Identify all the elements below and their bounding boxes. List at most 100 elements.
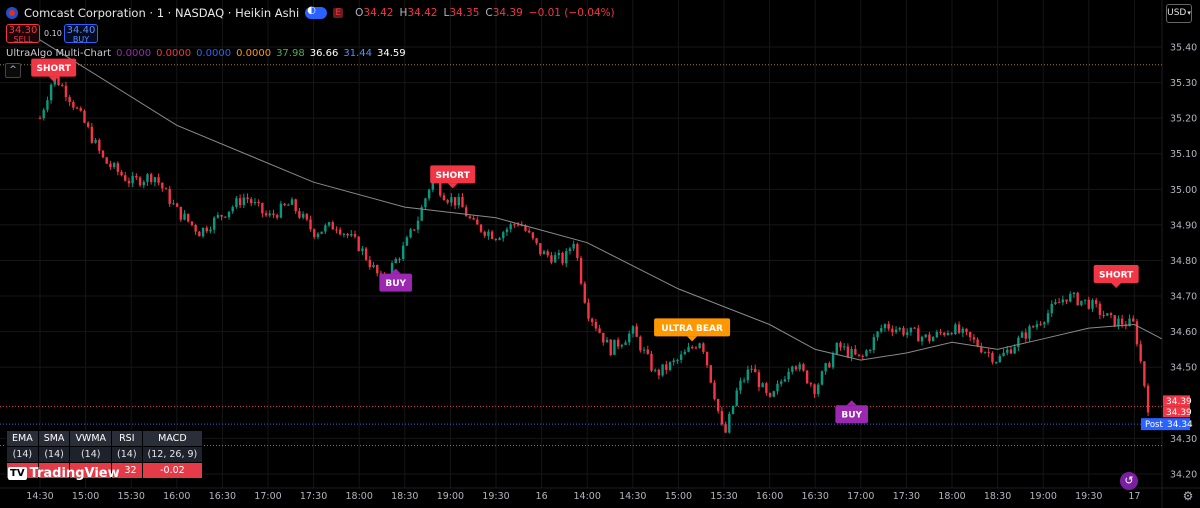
x-tick-label: 14:30: [619, 491, 646, 502]
candle-body: [238, 198, 242, 206]
candle-body: [631, 326, 635, 334]
brand-name: TradingView: [29, 466, 120, 481]
indicator-value: 0.0000: [116, 48, 152, 59]
indicator-legend[interactable]: UltraAlgo Multi-Chart 0.0000 0.0000 0.00…: [6, 48, 406, 59]
candle-body: [516, 224, 520, 226]
svg-text:SHORT: SHORT: [1099, 270, 1134, 280]
trade-buttons: 34.30 SELL 0.10 34.40 BUY: [6, 24, 98, 44]
candle-body: [1002, 352, 1005, 357]
candle-body: [268, 213, 271, 216]
candle-body: [542, 251, 546, 255]
candle-body: [679, 354, 683, 360]
candle-body: [157, 177, 160, 183]
last-price-tag: [1163, 395, 1190, 407]
market-status-icon[interactable]: [305, 5, 328, 19]
candle-body: [390, 263, 394, 277]
candle-body: [765, 383, 768, 393]
x-tick-label: 19:00: [1030, 491, 1057, 502]
candle-body: [928, 334, 931, 342]
x-tick-label: 18:00: [346, 491, 373, 502]
candle-body: [676, 359, 679, 361]
candle-body: [1035, 324, 1039, 328]
ohlc-values: O34.42 H34.42 L34.35 C34.39 −0.01 (−0.04…: [355, 7, 615, 19]
candle-body: [346, 233, 349, 236]
signal-label: SHORT: [1093, 264, 1139, 288]
candle-body: [1028, 326, 1031, 339]
collapse-legend-icon[interactable]: ^: [5, 63, 21, 78]
candle-body: [943, 332, 946, 336]
x-tick-label: 15:00: [72, 491, 99, 502]
candle-body: [776, 383, 779, 392]
table-cell: (14): [37, 446, 71, 463]
x-tick-label: 17:00: [847, 491, 874, 502]
candle-body: [442, 195, 446, 201]
candle-body: [49, 84, 53, 101]
tv-logo-icon: TV: [8, 467, 27, 480]
candle-body: [1054, 302, 1057, 305]
candle-body: [172, 203, 175, 205]
candle-body: [275, 215, 279, 218]
candle-body: [639, 336, 642, 351]
candle-body: [946, 333, 950, 336]
candle-body: [372, 265, 375, 268]
candle-body: [1017, 337, 1020, 348]
tradingview-logo[interactable]: TV TradingView: [8, 466, 120, 481]
candle-body: [535, 238, 538, 244]
candle-body: [842, 346, 846, 348]
x-tick-label: 18:30: [984, 491, 1011, 502]
x-tick-label: 19:30: [1075, 491, 1102, 502]
gear-icon[interactable]: ⚙: [1182, 489, 1194, 503]
candle-body: [754, 368, 757, 373]
candle-body: [839, 342, 842, 348]
candle-body: [1132, 318, 1135, 322]
candle-body: [1057, 302, 1061, 304]
buy-button[interactable]: 34.40 BUY: [64, 24, 98, 44]
candle-body: [212, 217, 216, 230]
candle-body: [242, 197, 246, 206]
candle-body: [279, 203, 283, 218]
candle-body: [439, 182, 442, 196]
candle-body: [335, 229, 338, 231]
candle-body: [316, 233, 320, 237]
candle-body: [431, 178, 435, 190]
candle-body: [602, 332, 605, 343]
candle-body: [450, 197, 453, 203]
table-header: SMA: [37, 430, 71, 447]
candle-body: [1087, 299, 1090, 309]
candle-body: [802, 364, 805, 371]
goto-realtime-icon[interactable]: ↺: [1120, 472, 1138, 490]
candle-body: [109, 163, 112, 168]
candle-body: [813, 384, 816, 394]
last-price-tag: [1163, 406, 1190, 418]
candle-body: [553, 255, 557, 263]
alert-icon[interactable]: E: [333, 8, 344, 18]
candle-body: [216, 215, 220, 218]
candle-body: [298, 211, 301, 218]
candle-body: [950, 333, 953, 335]
candle-body: [568, 248, 572, 252]
x-tick-label: 18:00: [938, 491, 965, 502]
candle-body: [198, 231, 201, 237]
sell-button[interactable]: 34.30 SELL: [6, 24, 40, 44]
candle-body: [598, 328, 601, 333]
x-tick-label: 15:00: [665, 491, 692, 502]
currency-selector[interactable]: USD: [1166, 4, 1192, 23]
candle-body: [576, 243, 579, 258]
candle-body: [650, 353, 653, 371]
candle-body: [809, 383, 813, 385]
indicator-value: 37.98: [276, 48, 305, 59]
indicator-value: 34.59: [376, 48, 406, 59]
y-tick-label: 34.50: [1170, 363, 1197, 374]
indicator-value: 36.66: [309, 48, 339, 59]
candle-body: [561, 252, 564, 264]
candle-body: [1076, 292, 1079, 306]
candle-body: [1120, 318, 1124, 325]
x-tick-label: 14:00: [574, 491, 601, 502]
indicator-value: 0.0000: [156, 48, 192, 59]
candle-body: [338, 229, 342, 235]
signal-label: ULTRA BEAR: [654, 318, 731, 342]
candle-body: [983, 352, 987, 354]
indicator-value: 0.0000: [236, 48, 272, 59]
symbol-title[interactable]: Comcast Corporation · 1 · NASDAQ · Heiki…: [24, 6, 300, 20]
candle-body: [880, 328, 883, 332]
